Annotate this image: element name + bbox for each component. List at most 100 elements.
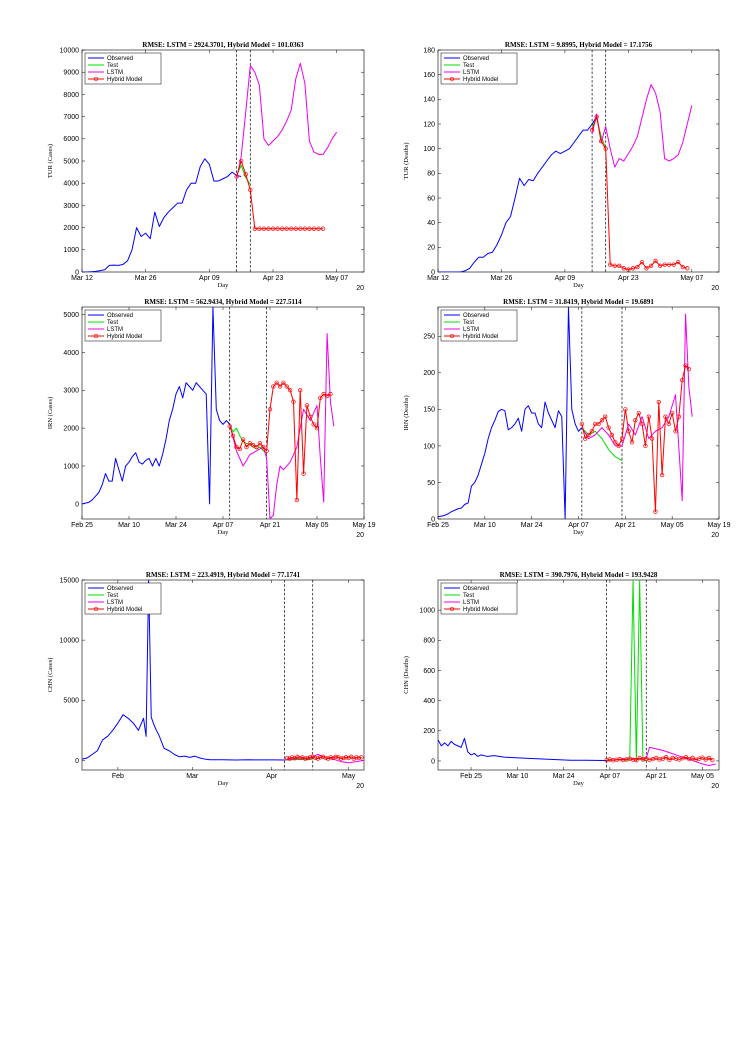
y-tick-label: 20 [427, 245, 435, 252]
hybrid-point [313, 755, 318, 761]
y-tick-label: 200 [423, 370, 435, 377]
chart-panel-5: RMSE: LSTM = 223.4919, Hybrid Model = 77… [47, 571, 365, 790]
hybrid-point [287, 388, 293, 393]
hybrid-point [663, 755, 669, 760]
series-line-hybrid-model [236, 160, 324, 230]
year-label: 20 [711, 783, 719, 790]
hybrid-point [336, 755, 341, 760]
x-axis-label: Day [218, 529, 230, 536]
series-line-lstm [581, 313, 693, 502]
hybrid-point [667, 757, 672, 762]
series-line-observed [82, 580, 285, 761]
x-tick-label: Apr 23 [263, 275, 284, 282]
hybrid-point [321, 391, 326, 397]
x-tick-label: Mar 10 [506, 773, 528, 780]
legend-entry: LSTM [107, 70, 123, 76]
hybrid-point [240, 437, 246, 442]
hybrid-point [643, 443, 648, 449]
x-tick-label: Apr 23 [618, 275, 639, 282]
legend-entry: Observed [107, 586, 133, 592]
hybrid-point [298, 388, 303, 393]
chart-title: RMSE: LSTM = 9.8995, Hybrid Model = 17.1… [505, 41, 653, 49]
chart-title: RMSE: LSTM = 390.7976, Hybrid Model = 19… [500, 571, 658, 579]
hybrid-point [634, 758, 639, 763]
y-tick-label: 800 [423, 638, 435, 645]
hybrid-point [295, 754, 300, 759]
hybrid-point [690, 755, 695, 761]
legend-marker [449, 76, 455, 82]
legend-entry: Hybrid Model [107, 607, 142, 613]
y-tick-label: 0 [75, 501, 79, 508]
legend-entry: Hybrid Model [463, 77, 498, 83]
legend-marker [449, 333, 455, 339]
hybrid-point [318, 755, 323, 760]
hybrid-point [304, 403, 310, 408]
chart-panel-2: RMSE: LSTM = 9.8995, Hybrid Model = 17.1… [403, 41, 720, 292]
y-tick-label: 8000 [63, 92, 79, 99]
y-tick-label: 2000 [63, 225, 79, 232]
hybrid-point [239, 158, 244, 164]
hybrid-point [270, 226, 276, 231]
y-tick-label: 1000 [419, 608, 435, 615]
hybrid-point [294, 497, 300, 503]
y-tick-label: 60 [427, 195, 435, 202]
legend-entry: LSTM [107, 327, 123, 333]
y-tick-label: 10000 [60, 638, 80, 645]
hybrid-point [230, 433, 236, 438]
hybrid-point [659, 472, 665, 478]
y-tick-label: 4000 [63, 181, 79, 188]
y-tick-label: 180 [423, 47, 435, 54]
series-line-hybrid-model [606, 756, 713, 761]
hybrid-point [331, 755, 336, 761]
hybrid-point [254, 444, 259, 450]
hybrid-point [300, 755, 305, 760]
x-tick-label: Apr 21 [615, 522, 636, 529]
y-tick-label: 600 [423, 668, 435, 675]
legend-entry: Test [463, 593, 474, 599]
chart-panel-6: RMSE: LSTM = 390.7976, Hybrid Model = 19… [403, 571, 720, 790]
hybrid-point [686, 366, 692, 372]
hybrid-point [257, 226, 262, 231]
hybrid-point [315, 756, 321, 761]
hybrid-point [323, 755, 328, 761]
hybrid-point [287, 756, 292, 761]
hybrid-point [302, 226, 308, 231]
hybrid-point [301, 471, 306, 476]
hybrid-point [612, 263, 617, 268]
hybrid-point [252, 226, 257, 231]
hybrid-point [666, 421, 671, 427]
x-tick-label: Mar 12 [427, 275, 449, 282]
hybrid-point [619, 436, 625, 441]
hybrid-point [609, 432, 615, 438]
hybrid-point [291, 399, 296, 404]
hybrid-point [579, 421, 584, 427]
hybrid-point [356, 755, 362, 761]
legend-entry: Test [107, 63, 118, 69]
hybrid-point [311, 422, 316, 427]
hybrid-point [234, 444, 239, 450]
hybrid-point [616, 443, 621, 449]
legend-entry: Test [107, 593, 118, 599]
hybrid-point [676, 414, 682, 419]
legend-entry: LSTM [107, 600, 123, 606]
hybrid-point [666, 262, 672, 267]
legend-entry: Test [107, 320, 118, 326]
chart-title: RMSE: LSTM = 2924.3701, Hybrid Model = 1… [142, 41, 304, 49]
x-tick-label: Feb 25 [427, 522, 449, 529]
legend-entry: Test [463, 320, 474, 326]
chart-panel-4: RMSE: LSTM = 31.8419, Hybrid Model = 19.… [403, 298, 731, 539]
chart-panel-1: RMSE: LSTM = 2924.3701, Hybrid Model = 1… [47, 41, 365, 292]
hybrid-point [626, 429, 631, 434]
hybrid-point [710, 758, 715, 763]
y-tick-label: 15000 [60, 577, 80, 584]
y-tick-label: 50 [427, 480, 435, 487]
hybrid-point [635, 264, 640, 270]
y-tick-label: 5000 [63, 312, 79, 319]
hybrid-point [583, 436, 588, 441]
x-axis-label: Day [573, 529, 585, 536]
hybrid-point [626, 267, 631, 272]
x-tick-label: Feb 25 [71, 522, 93, 529]
legend-entry: Test [463, 63, 474, 69]
